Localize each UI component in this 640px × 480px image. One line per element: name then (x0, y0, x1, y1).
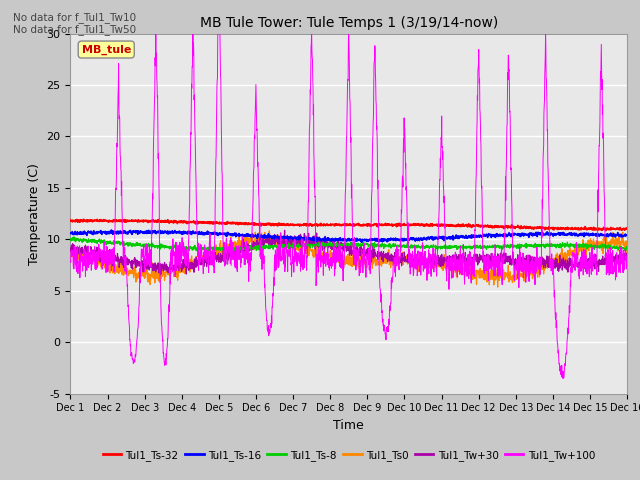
Text: No data for f_Tul1_Tw10: No data for f_Tul1_Tw10 (13, 12, 136, 23)
Text: MB_tule: MB_tule (81, 44, 131, 55)
Legend: Tul1_Ts-32, Tul1_Ts-16, Tul1_Ts-8, Tul1_Ts0, Tul1_Tw+30, Tul1_Tw+100: Tul1_Ts-32, Tul1_Ts-16, Tul1_Ts-8, Tul1_… (99, 445, 599, 465)
Title: MB Tule Tower: Tule Temps 1 (3/19/14-now): MB Tule Tower: Tule Temps 1 (3/19/14-now… (200, 16, 498, 30)
X-axis label: Time: Time (333, 419, 364, 432)
Text: No data for f_Tul1_Tw50: No data for f_Tul1_Tw50 (13, 24, 136, 35)
Y-axis label: Temperature (C): Temperature (C) (28, 163, 41, 264)
